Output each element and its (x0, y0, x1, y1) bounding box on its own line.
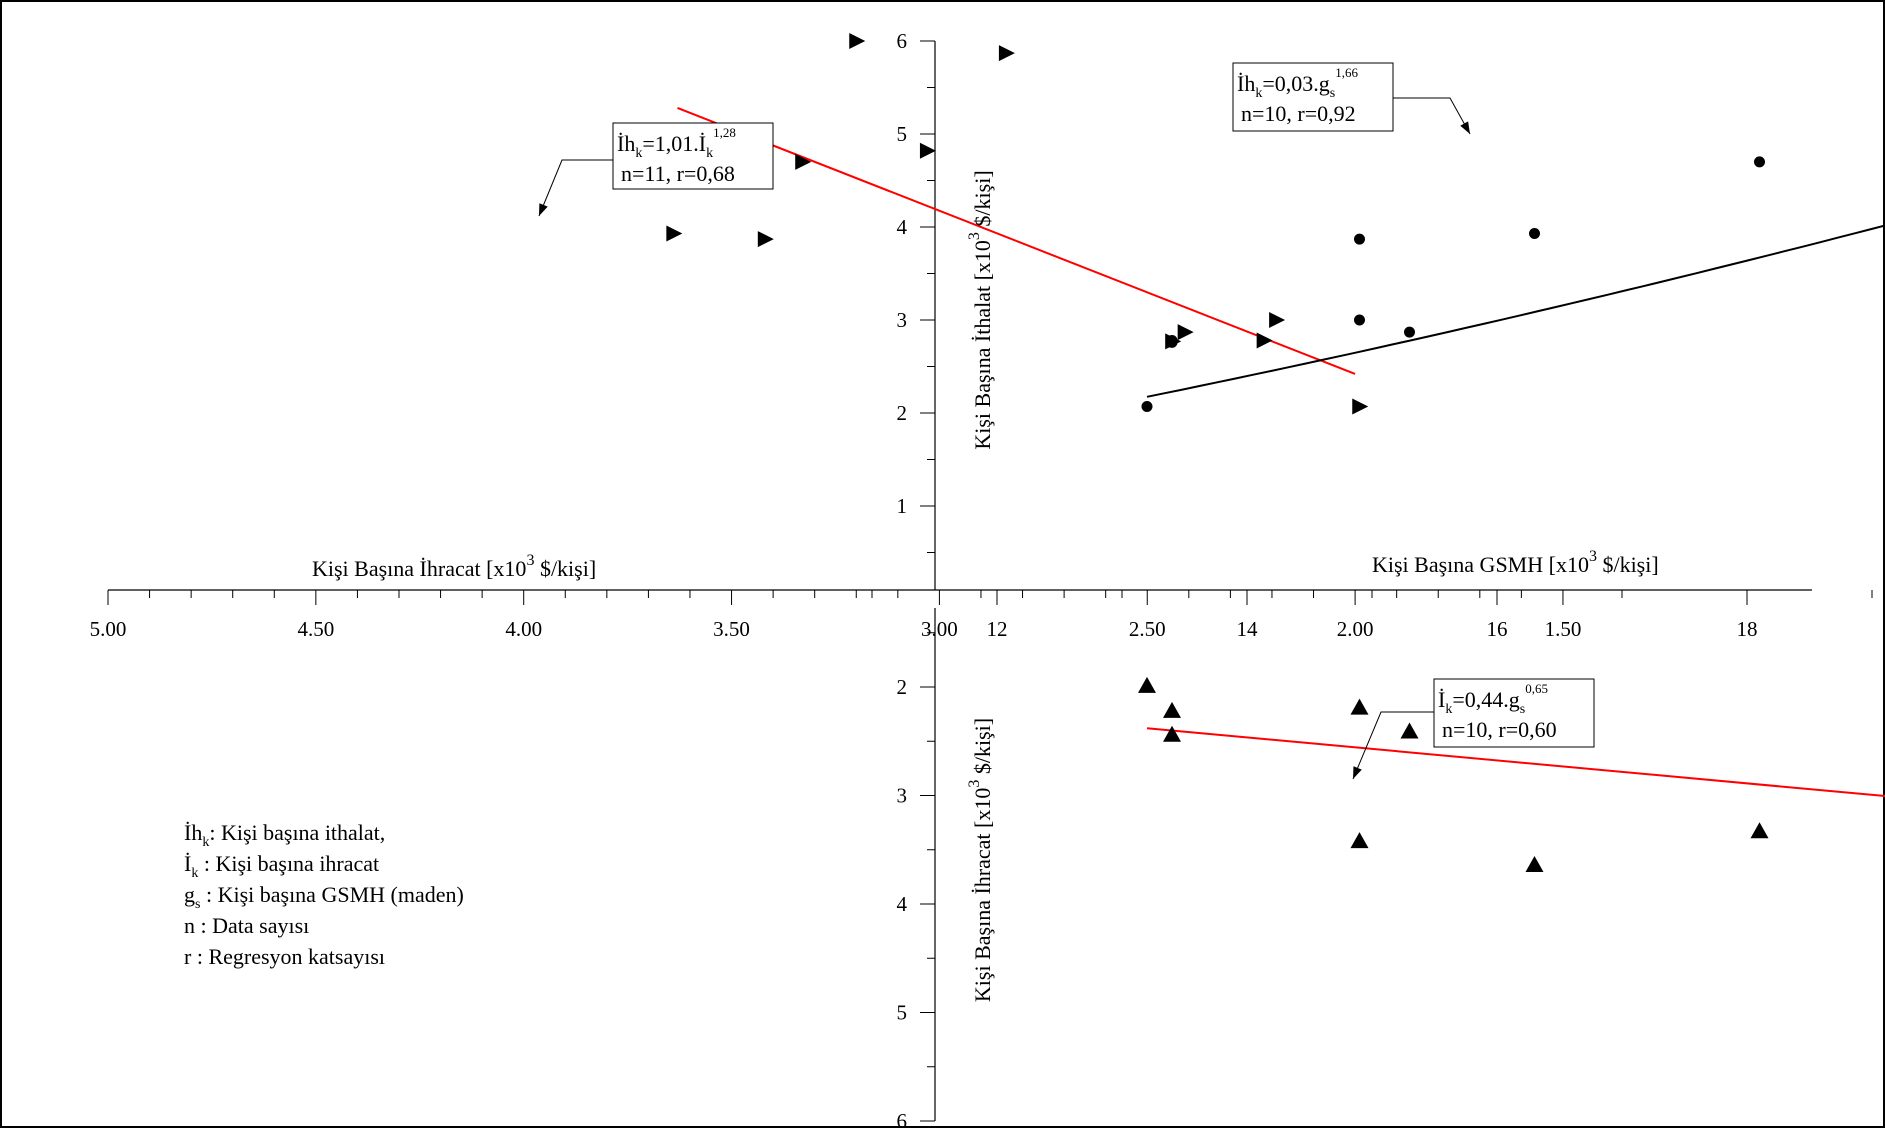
fit-line-import-vs-export (677, 107, 1356, 375)
annotations-group: İhk=1,01.İk1,28n=11, r=0,68 İhk=0,03.gs1,… (538, 62, 1595, 780)
annotation-import-vs-gsmh-stats: n=10, r=0,92 (1241, 101, 1356, 126)
annotation-import-vs-export-leader (538, 159, 613, 217)
legend-item: r : Regresyon katsayısı (184, 944, 385, 969)
annotation-import-vs-gsmh-leader (1393, 97, 1471, 135)
y-tick-label-import: 3 (897, 308, 908, 332)
annotation-export-vs-gsmh-equation: İk=0,44.gs0,65 (1438, 681, 1548, 717)
legend-item: İhk: Kişi başına ithalat, (184, 820, 385, 850)
point-import-vs-gsmh (1141, 400, 1153, 412)
annotation-export-vs-gsmh-arrowhead (1353, 766, 1362, 779)
point-export-vs-gsmh (1750, 822, 1769, 839)
x-axis-label-gsmh: Kişi Başına GSMH [x103 $/kişi] (1372, 548, 1659, 577)
annotation-export-vs-gsmh-stats: n=10, r=0,60 (1442, 717, 1557, 742)
x-tick-label-gsmh: 12 (987, 617, 1008, 641)
point-import-vs-gsmh (1166, 336, 1178, 348)
y-axis-label-import: Kişi Başına İthalat [x103 $/kişi] (966, 170, 995, 449)
point-import-vs-export (919, 142, 936, 159)
point-import-vs-export (795, 153, 812, 170)
x-tick-label-export: 3.50 (713, 617, 750, 641)
y-tick-label-import: 6 (897, 29, 908, 53)
y-axis-label-export: Kişi Başına İhracat [x103 $/kişi] (966, 718, 995, 1002)
point-import-vs-gsmh (1354, 233, 1365, 245)
y-tick-label-export: 3 (897, 784, 908, 808)
annotation-export-vs-gsmh-leader (1352, 711, 1434, 780)
x-tick-label-export: 4.50 (297, 617, 334, 641)
point-import-vs-export (1269, 312, 1286, 328)
x-tick-label-export: 1.50 (1545, 617, 1582, 641)
point-export-vs-gsmh (1138, 676, 1156, 693)
annotation-import-vs-export-equation: İhk=1,01.İk1,28 (617, 125, 736, 161)
annotation-import-vs-export-stats: n=11, r=0,68 (621, 161, 735, 186)
x-tick-label-export: 2.00 (1337, 617, 1374, 641)
point-export-vs-gsmh (1163, 725, 1181, 742)
point-import-vs-gsmh (1754, 156, 1765, 168)
y-tick-label-export: 2 (897, 675, 908, 699)
annotation-import-vs-gsmh-box (1232, 62, 1394, 132)
x-tick-label-gsmh: 16 (1487, 617, 1508, 641)
y-tick-label-import: 5 (897, 122, 908, 146)
point-export-vs-gsmh (1350, 832, 1369, 849)
y-tick-label-export: 4 (897, 892, 908, 916)
legend-item: İk : Kişi başına ihracat (184, 851, 379, 881)
point-export-vs-gsmh (1163, 701, 1181, 718)
point-import-vs-gsmh (1354, 314, 1365, 326)
point-import-vs-gsmh (1404, 326, 1415, 338)
y-tick-label-import: 2 (897, 401, 908, 425)
y-tick-label-export: 6 (897, 1109, 908, 1128)
fit-lines-group (677, 107, 1885, 798)
annotation-import-vs-export-arrowhead (539, 203, 548, 216)
point-import-vs-export (757, 231, 774, 248)
point-import-vs-export (998, 45, 1015, 62)
x-tick-label-export: 4.00 (505, 617, 542, 641)
annotation-import-vs-gsmh-arrowhead (1460, 121, 1470, 134)
x-tick-label-gsmh: 14 (1237, 617, 1259, 641)
fit-line-export-vs-gsmh (1146, 727, 1885, 798)
point-import-vs-export (1177, 324, 1194, 341)
x-tick-label-export: 3.00 (921, 617, 958, 641)
point-import-vs-export (1352, 398, 1369, 415)
x-tick-label-export: 5.00 (90, 617, 127, 641)
x-tick-label-export: 2.50 (1129, 617, 1166, 641)
point-import-vs-export (666, 225, 683, 242)
legend-item: gs : Kişi başına GSMH (maden) (184, 882, 464, 912)
annotation-export-vs-gsmh-box (1433, 678, 1595, 748)
point-export-vs-gsmh (1525, 855, 1544, 872)
point-import-vs-gsmh (1529, 228, 1540, 240)
point-export-vs-gsmh (1350, 698, 1369, 715)
point-import-vs-export (849, 33, 866, 49)
y-tick-label-import: 4 (897, 215, 908, 239)
legend-item: n : Data sayısı (184, 913, 309, 938)
y-tick-label-export: 5 (897, 1001, 908, 1025)
point-import-vs-export (1256, 332, 1273, 349)
y-tick-label-import: 1 (897, 494, 908, 518)
legend-group: İhk: Kişi başına ithalat,İk : Kişi başın… (184, 820, 464, 969)
x-tick-label-gsmh: 18 (1737, 617, 1758, 641)
data-points-group (666, 33, 1769, 872)
annotation-import-vs-gsmh-equation: İhk=0,03.gs1,66 (1237, 65, 1358, 101)
x-axis-label-export: Kişi Başına İhracat [x103 $/kişi] (312, 552, 596, 581)
annotation-import-vs-export-box (612, 122, 774, 190)
point-export-vs-gsmh (1400, 722, 1419, 739)
fit-curve-import-vs-gsmh (1146, 224, 1885, 398)
